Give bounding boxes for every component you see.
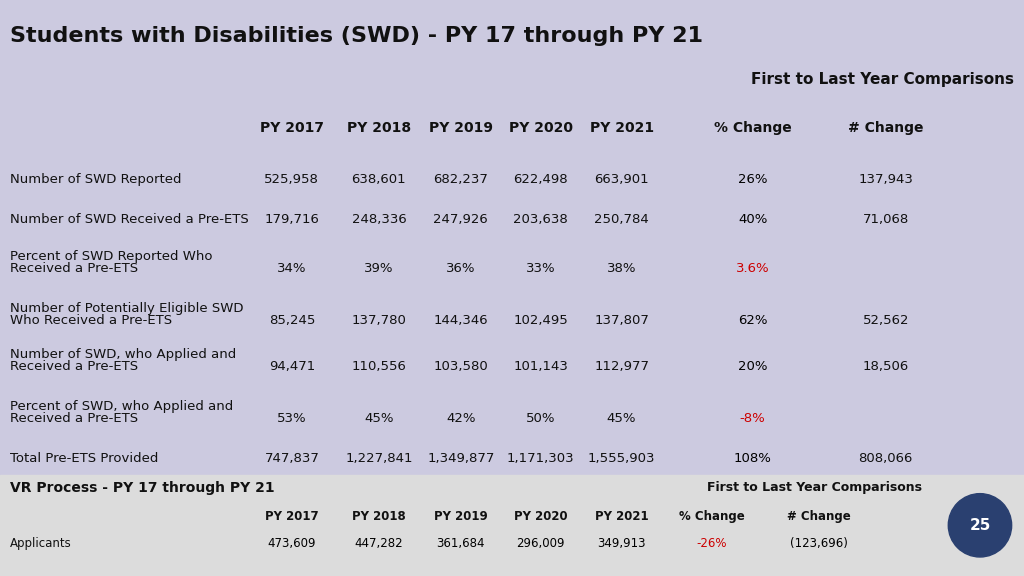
Text: 85,245: 85,245 xyxy=(268,314,315,327)
Text: PY 2020: PY 2020 xyxy=(509,121,572,135)
Text: 137,943: 137,943 xyxy=(858,173,913,186)
Text: 71,068: 71,068 xyxy=(862,213,909,226)
Text: 53%: 53% xyxy=(278,412,306,425)
Text: 110,556: 110,556 xyxy=(351,360,407,373)
Text: 137,780: 137,780 xyxy=(351,314,407,327)
Text: 179,716: 179,716 xyxy=(264,213,319,226)
Text: 62%: 62% xyxy=(738,314,767,327)
Text: 36%: 36% xyxy=(446,262,475,275)
Text: Received a Pre-ETS: Received a Pre-ETS xyxy=(10,262,138,275)
Text: 638,601: 638,601 xyxy=(351,173,407,186)
Text: 103,580: 103,580 xyxy=(433,360,488,373)
Text: % Change: % Change xyxy=(714,121,792,135)
Text: % Change: % Change xyxy=(679,510,744,523)
Text: 296,009: 296,009 xyxy=(516,537,565,550)
Text: Received a Pre-ETS: Received a Pre-ETS xyxy=(10,412,138,425)
Text: Received a Pre-ETS: Received a Pre-ETS xyxy=(10,360,138,373)
Text: 663,901: 663,901 xyxy=(594,173,649,186)
Text: Total Pre-ETS Provided: Total Pre-ETS Provided xyxy=(10,452,159,465)
Text: Percent of SWD Reported Who: Percent of SWD Reported Who xyxy=(10,250,213,263)
Text: Students with Disabilities (SWD) - PY 17 through PY 21: Students with Disabilities (SWD) - PY 17… xyxy=(10,26,703,46)
Text: 1,555,903: 1,555,903 xyxy=(588,452,655,465)
Text: 33%: 33% xyxy=(526,262,555,275)
Text: 50%: 50% xyxy=(526,412,555,425)
Text: -26%: -26% xyxy=(696,537,727,550)
Text: 52,562: 52,562 xyxy=(862,314,909,327)
Text: First to Last Year Comparisons: First to Last Year Comparisons xyxy=(707,481,922,494)
Text: PY 2020: PY 2020 xyxy=(514,510,567,523)
Text: 137,807: 137,807 xyxy=(594,314,649,327)
Text: PY 2017: PY 2017 xyxy=(260,121,324,135)
Text: 112,977: 112,977 xyxy=(594,360,649,373)
Text: 45%: 45% xyxy=(607,412,636,425)
Text: # Change: # Change xyxy=(848,121,924,135)
Text: PY 2019: PY 2019 xyxy=(434,510,487,523)
Text: -8%: -8% xyxy=(739,412,766,425)
Text: 38%: 38% xyxy=(607,262,636,275)
Text: Number of SWD, who Applied and: Number of SWD, who Applied and xyxy=(10,348,237,361)
Text: VR Process - PY 17 through PY 21: VR Process - PY 17 through PY 21 xyxy=(10,481,274,495)
Bar xyxy=(0,475,1024,576)
Text: 203,638: 203,638 xyxy=(513,213,568,226)
Text: 101,143: 101,143 xyxy=(513,360,568,373)
Text: PY 2017: PY 2017 xyxy=(265,510,318,523)
Text: PY 2021: PY 2021 xyxy=(590,121,653,135)
Text: Applicants: Applicants xyxy=(10,537,72,550)
Text: 20%: 20% xyxy=(738,360,767,373)
Text: 349,913: 349,913 xyxy=(597,537,646,550)
Text: First to Last Year Comparisons: First to Last Year Comparisons xyxy=(751,72,1014,87)
Text: 42%: 42% xyxy=(446,412,475,425)
Text: PY 2018: PY 2018 xyxy=(352,510,406,523)
Text: Percent of SWD, who Applied and: Percent of SWD, who Applied and xyxy=(10,400,233,413)
Text: 361,684: 361,684 xyxy=(436,537,485,550)
Text: (123,696): (123,696) xyxy=(791,537,848,550)
Text: Number of SWD Received a Pre-ETS: Number of SWD Received a Pre-ETS xyxy=(10,213,249,226)
Text: 682,237: 682,237 xyxy=(433,173,488,186)
Text: 747,837: 747,837 xyxy=(264,452,319,465)
Text: 525,958: 525,958 xyxy=(264,173,319,186)
Text: Number of Potentially Eligible SWD: Number of Potentially Eligible SWD xyxy=(10,302,244,315)
Text: 108%: 108% xyxy=(734,452,771,465)
Text: PY 2019: PY 2019 xyxy=(429,121,493,135)
Circle shape xyxy=(948,494,1012,557)
Text: Number of SWD Reported: Number of SWD Reported xyxy=(10,173,181,186)
Text: 1,171,303: 1,171,303 xyxy=(507,452,574,465)
Text: 18,506: 18,506 xyxy=(862,360,909,373)
Text: 473,609: 473,609 xyxy=(267,537,316,550)
Text: 447,282: 447,282 xyxy=(354,537,403,550)
Text: PY 2021: PY 2021 xyxy=(595,510,648,523)
Text: 94,471: 94,471 xyxy=(268,360,315,373)
Text: 26%: 26% xyxy=(738,173,767,186)
Text: 39%: 39% xyxy=(365,262,393,275)
Text: 40%: 40% xyxy=(738,213,767,226)
Text: # Change: # Change xyxy=(787,510,851,523)
Text: 25: 25 xyxy=(970,518,990,533)
Text: 34%: 34% xyxy=(278,262,306,275)
Text: 1,227,841: 1,227,841 xyxy=(345,452,413,465)
Text: 3.6%: 3.6% xyxy=(736,262,769,275)
Text: 808,066: 808,066 xyxy=(858,452,913,465)
Text: 250,784: 250,784 xyxy=(594,213,649,226)
Text: 247,926: 247,926 xyxy=(433,213,488,226)
Text: 248,336: 248,336 xyxy=(351,213,407,226)
Text: PY 2018: PY 2018 xyxy=(347,121,411,135)
Text: Who Received a Pre-ETS: Who Received a Pre-ETS xyxy=(10,314,172,327)
Text: 1,349,877: 1,349,877 xyxy=(427,452,495,465)
Text: 622,498: 622,498 xyxy=(513,173,568,186)
Text: 45%: 45% xyxy=(365,412,393,425)
Text: 102,495: 102,495 xyxy=(513,314,568,327)
Text: 144,346: 144,346 xyxy=(433,314,488,327)
